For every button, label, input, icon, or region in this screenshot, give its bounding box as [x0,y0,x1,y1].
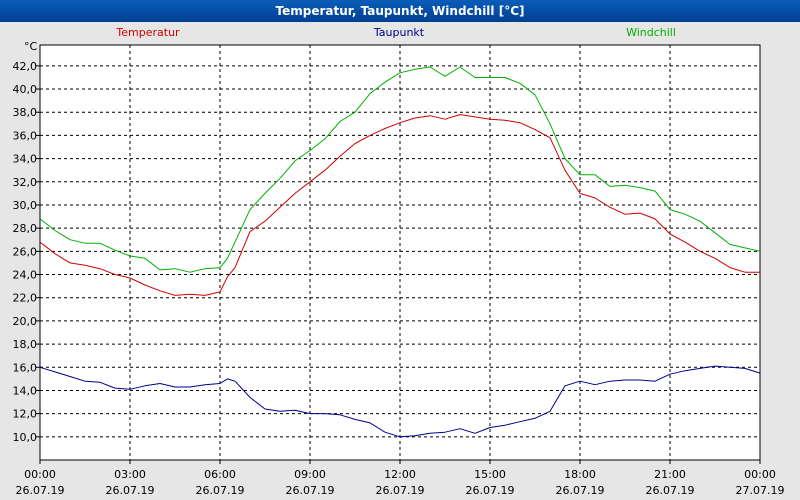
series-line-windchill [39,66,761,273]
y-tick-label: 34,0 [13,153,38,166]
series-line-taupunkt [39,365,761,438]
y-tick-label: 42,0 [13,60,38,73]
y-tick-label: 18,0 [13,338,38,351]
x-tick-date: 26.07.19 [196,484,245,497]
y-tick-label: 26,0 [13,245,38,258]
x-tick-time: 18:00 [564,468,596,481]
x-tick-time: 00:00 [744,468,776,481]
chart-title: Temperatur, Taupunkt, Windchill [°C] [275,4,525,18]
series-layer [39,66,761,438]
y-tick-label: 32,0 [13,176,38,189]
x-tick-date: 26.07.19 [646,484,695,497]
legend-item-windchill: Windchill [626,26,676,39]
y-tick-label: 20,0 [13,315,38,328]
x-tick-date: 27.07.19 [736,484,785,497]
y-tick-label: 16,0 [13,361,38,374]
x-tick-date: 26.07.19 [106,484,155,497]
y-axis-ticks: 10,0 12,0 14,0 16,0 18,0 20,0 22,0 24,0 26,0 28,0… [13,60,40,444]
legend: Temperatur Taupunkt Windchill [115,26,676,39]
x-tick-time: 15:00 [474,468,506,481]
x-tick-date: 26.07.19 [286,484,335,497]
x-tick-date: 26.07.19 [466,484,515,497]
chart-title-bar: Temperatur, Taupunkt, Windchill [°C] [0,0,800,22]
y-tick-label: 14,0 [13,384,38,397]
x-tick-time: 03:00 [114,468,146,481]
y-tick-label: 22,0 [13,292,38,305]
x-tick-date: 26.07.19 [556,484,605,497]
y-tick-label: 30,0 [13,199,38,212]
x-tick-time: 09:00 [294,468,326,481]
y-tick-label: 38,0 [13,106,38,119]
y-tick-label: 12,0 [13,408,38,421]
x-tick-time: 00:00 [24,468,56,481]
legend-item-taupunkt: Taupunkt [373,26,425,39]
y-tick-label: 40,0 [13,83,38,96]
x-tick-time: 21:00 [654,468,686,481]
y-axis-label: °C [24,40,38,53]
y-tick-label: 28,0 [13,222,38,235]
grid-lines [40,45,760,460]
x-tick-date: 26.07.19 [16,484,65,497]
y-tick-label: 24,0 [13,269,38,282]
y-tick-label: 10,0 [13,431,38,444]
chart-area: 10,0 12,0 14,0 16,0 18,0 20,0 22,0 24,0 26,0 28,0… [13,26,785,497]
legend-item-temperatur: Temperatur [115,26,180,39]
x-tick-time: 12:00 [384,468,416,481]
x-tick-date: 26.07.19 [376,484,425,497]
x-tick-time: 06:00 [204,468,236,481]
y-tick-label: 36,0 [13,129,38,142]
x-axis-ticks: 00:00 26.07.19 03:00 26.07.19 06:00 26.07.19 0… [16,460,785,497]
series-line-temperatur [39,114,760,296]
